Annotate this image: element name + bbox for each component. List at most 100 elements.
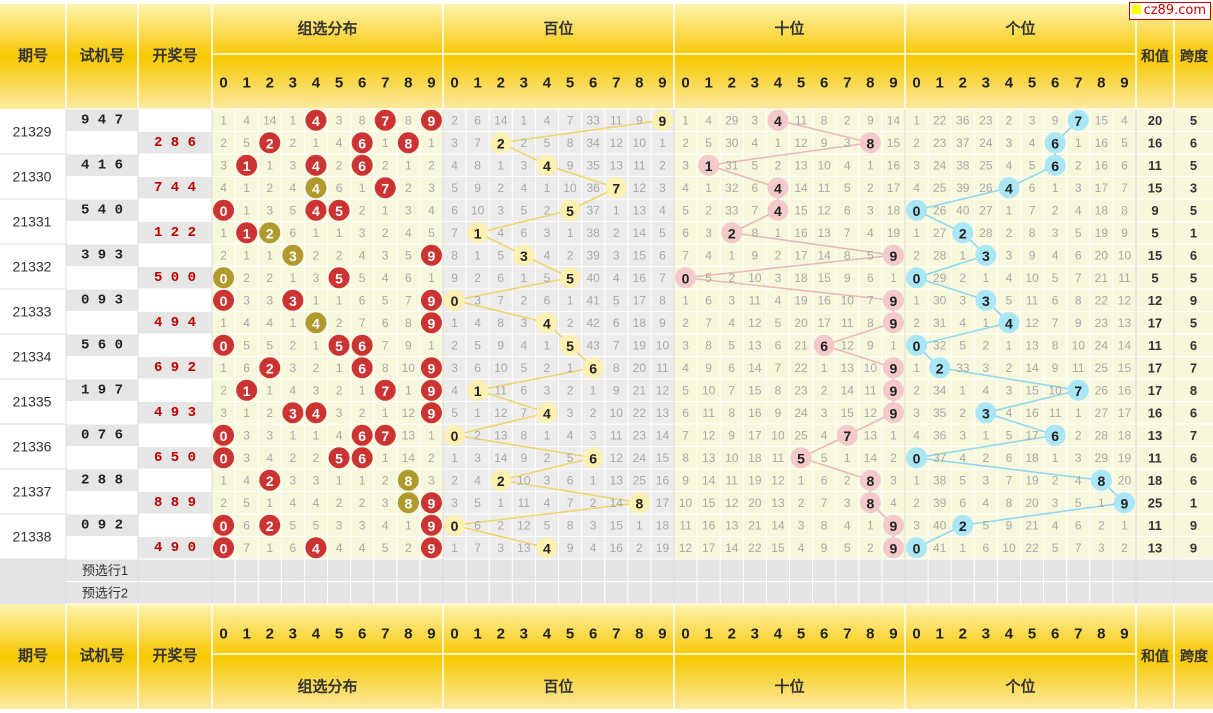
group-miss-count: 6 [290,541,297,555]
header-bottom-group-digit: 7 [381,626,389,643]
bai-hit-ball [490,469,512,491]
bai-miss-count: 5 [497,248,504,262]
shi-miss-count: 16 [817,293,831,307]
header-top-hundreds-label: 百位 [543,20,573,38]
shi-miss-count: 12 [725,496,739,510]
bai-hit-digit: 4 [543,315,551,331]
shi-miss-count: 5 [844,541,851,555]
shi-hit-digit: 6 [820,338,828,354]
group-miss-count: 13 [402,428,416,442]
group-hit-digit: 2 [266,360,274,376]
bai-miss-count: 4 [544,496,551,510]
group-miss-count: 1 [359,473,366,487]
ge-miss-count: 2 [913,496,920,510]
bai-hit-digit: 5 [566,338,574,354]
header-bottom-units-digit: 0 [912,626,920,643]
group-miss-count: 3 [428,181,435,195]
group-hit-digit: 9 [428,540,436,556]
bai-miss-count: 18 [633,316,647,330]
sum-value: 17 [1148,315,1162,330]
bai-miss-count: 14 [494,113,508,127]
group-hit-digit: 0 [220,338,228,354]
bai-hit-ball [536,537,558,559]
group-hit-ball [305,154,327,176]
bai-miss-count: 1 [521,113,528,127]
header-top-units-digit: 1 [935,75,943,92]
header-top-units-digit: 8 [1097,75,1105,92]
shi-miss-count: 3 [682,338,689,352]
bai-miss-count: 3 [544,226,551,240]
group-miss-count: 1 [313,226,320,240]
group-miss-count: 7 [243,541,250,555]
bai-miss-count: 9 [613,383,620,397]
header-top-group-digit: 3 [289,75,297,92]
period-id: 21332 [13,259,52,275]
shi-miss-count: 6 [867,271,874,285]
bai-miss-count: 9 [567,158,574,172]
span-value: 5 [1190,158,1197,173]
shi-miss-count: 6 [705,293,712,307]
ge-miss-count: 11 [1072,361,1085,375]
shi-miss-count: 18 [748,451,762,465]
ge-miss-count: 37 [956,136,970,150]
bai-miss-count: 16 [610,541,624,555]
ge-miss-count: 3 [959,293,966,307]
header-bottom-hundreds-digit: 6 [589,626,597,643]
bai-hit-ball [490,132,512,154]
header-bottom-hundreds-digit: 8 [635,626,643,643]
group-miss-count: 3 [290,473,297,487]
shi-miss-count: 10 [725,451,739,465]
group-hit-ball [328,267,350,289]
group-miss-count: 1 [220,473,227,487]
bai-miss-count: 2 [497,181,504,195]
trial-number: 0 9 3 [81,292,123,308]
shi-miss-count: 2 [890,451,897,465]
group-miss-count: 6 [359,293,366,307]
group-miss-count: 2 [336,383,343,397]
group-miss-count: 3 [336,113,343,127]
bai-miss-count: 7 [451,226,458,240]
shi-miss-count: 4 [728,316,735,330]
group-hit-digit: 4 [312,113,320,129]
shi-hit-ball [882,537,904,559]
shi-miss-count: 1 [867,518,874,532]
group-hit-ball [397,132,419,154]
bai-miss-count: 2 [544,451,551,465]
shi-miss-count: 2 [728,271,735,285]
header-top-group-digit: 9 [427,75,435,92]
group-hit-ball [213,199,235,221]
header-bottom-group-digit: 2 [266,626,274,643]
cells: 1 4 14 1 4 3 8 7 8 9 2 6 14 1 4 7 33 11 9 9 1 4 29 3 4 11 8 2 9 14 1 22… [213,109,1197,559]
shi-miss-count: 1 [798,473,805,487]
ge-miss-count: 19 [1118,451,1132,465]
bai-miss-count: 14 [610,496,624,510]
bai-miss-count: 3 [474,451,481,465]
ge-hit-ball [952,222,974,244]
group-miss-count: 8 [405,316,412,330]
group-hit-ball [328,334,350,356]
bai-hit-ball [536,402,558,424]
bai-miss-count: 6 [474,361,481,375]
ge-miss-count: 30 [933,293,947,307]
header-bottom-units-digit: 8 [1097,626,1105,643]
shi-miss-count: 3 [798,518,805,532]
shi-miss-count: 15 [748,383,762,397]
ge-miss-count: 3 [1006,136,1013,150]
ge-miss-count: 20 [1095,248,1109,262]
group-hit-digit: 5 [335,270,343,286]
group-hit-digit: 2 [266,518,274,534]
group-miss-count: 2 [359,496,366,510]
ge-miss-count: 5 [959,338,966,352]
sum-value: 16 [1148,135,1162,150]
bai-miss-count: 11 [633,158,646,172]
group-miss-count: 2 [290,136,297,150]
trial-number: 4 1 6 [81,157,123,173]
shi-miss-count: 16 [748,406,762,420]
header-bottom-tens-digit: 5 [797,626,805,643]
ge-miss-count: 9 [1029,248,1036,262]
shi-miss-count: 11 [702,406,715,420]
group-miss-count: 1 [428,271,435,285]
group-hit-ball [374,424,396,446]
span-value: 5 [1190,315,1197,330]
shi-miss-count: 10 [817,158,831,172]
